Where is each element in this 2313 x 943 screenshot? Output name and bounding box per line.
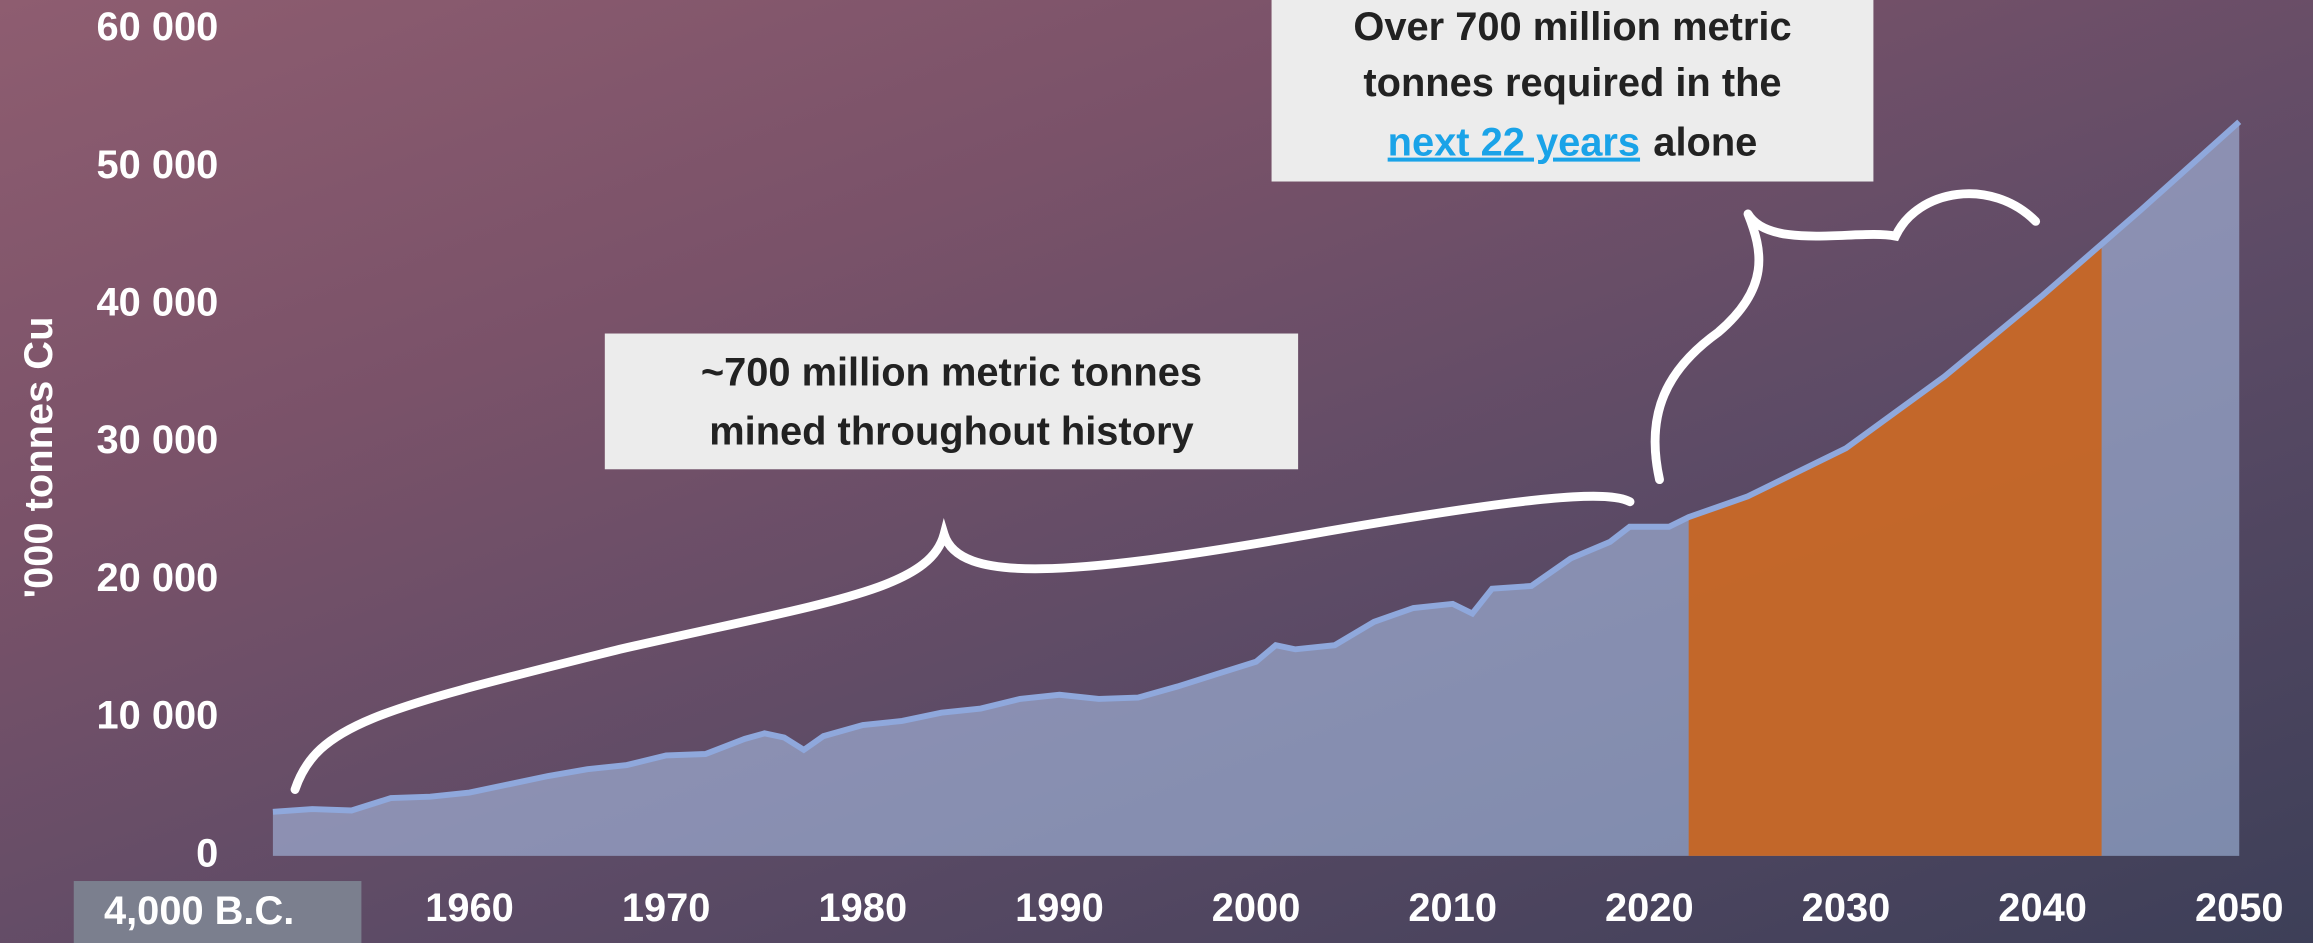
brace <box>1650 189 2041 485</box>
annotation-box <box>1271 0 1874 182</box>
x-tick-label: 1970 <box>622 886 711 930</box>
x-tick-label: 1990 <box>1015 886 1104 930</box>
y-tick-label: 60 000 <box>97 5 219 49</box>
x-tick-label: 2020 <box>1605 886 1694 930</box>
x-tick-box <box>73 881 362 943</box>
plot-area <box>272 119 2242 856</box>
y-tick-label: 30 000 <box>97 418 219 462</box>
x-tick-label: 4,000 B.C. <box>104 889 294 933</box>
x-tick-label: 2040 <box>1998 886 2087 930</box>
x-tick-label: 1980 <box>819 886 908 930</box>
y-tick-label: 10 000 <box>97 694 219 738</box>
y-tick-label: 40 000 <box>97 280 219 324</box>
brace <box>290 491 1635 794</box>
annotation-text: tonnes required in the <box>1363 61 1781 105</box>
highlight-area <box>1688 244 2102 856</box>
y-tick-label: 50 000 <box>97 143 219 187</box>
annotation-text: ~700 million metric tonnes <box>701 350 1202 394</box>
y-tick-label: 20 000 <box>97 556 219 600</box>
x-tick-label: 1960 <box>425 886 514 930</box>
x-tick-label: 2050 <box>2195 886 2284 930</box>
annotation-text: alone <box>1653 120 1757 164</box>
y-tick-label: 0 <box>196 831 218 875</box>
x-tick-label: 2030 <box>1802 886 1891 930</box>
annotation-text: next 22 years alone <box>1388 120 1758 164</box>
y-axis-label: '000 tonnes Cu <box>17 317 61 599</box>
link[interactable]: next 22 years <box>1388 120 1640 164</box>
line <box>272 119 2242 815</box>
x-tick-label: 2010 <box>1408 886 1497 930</box>
x-tick-label: 2000 <box>1212 886 1301 930</box>
annotation-text: mined throughout history <box>709 409 1193 453</box>
annotation-box <box>604 333 1299 470</box>
annotation-text: Over 700 million metric <box>1353 5 1791 49</box>
